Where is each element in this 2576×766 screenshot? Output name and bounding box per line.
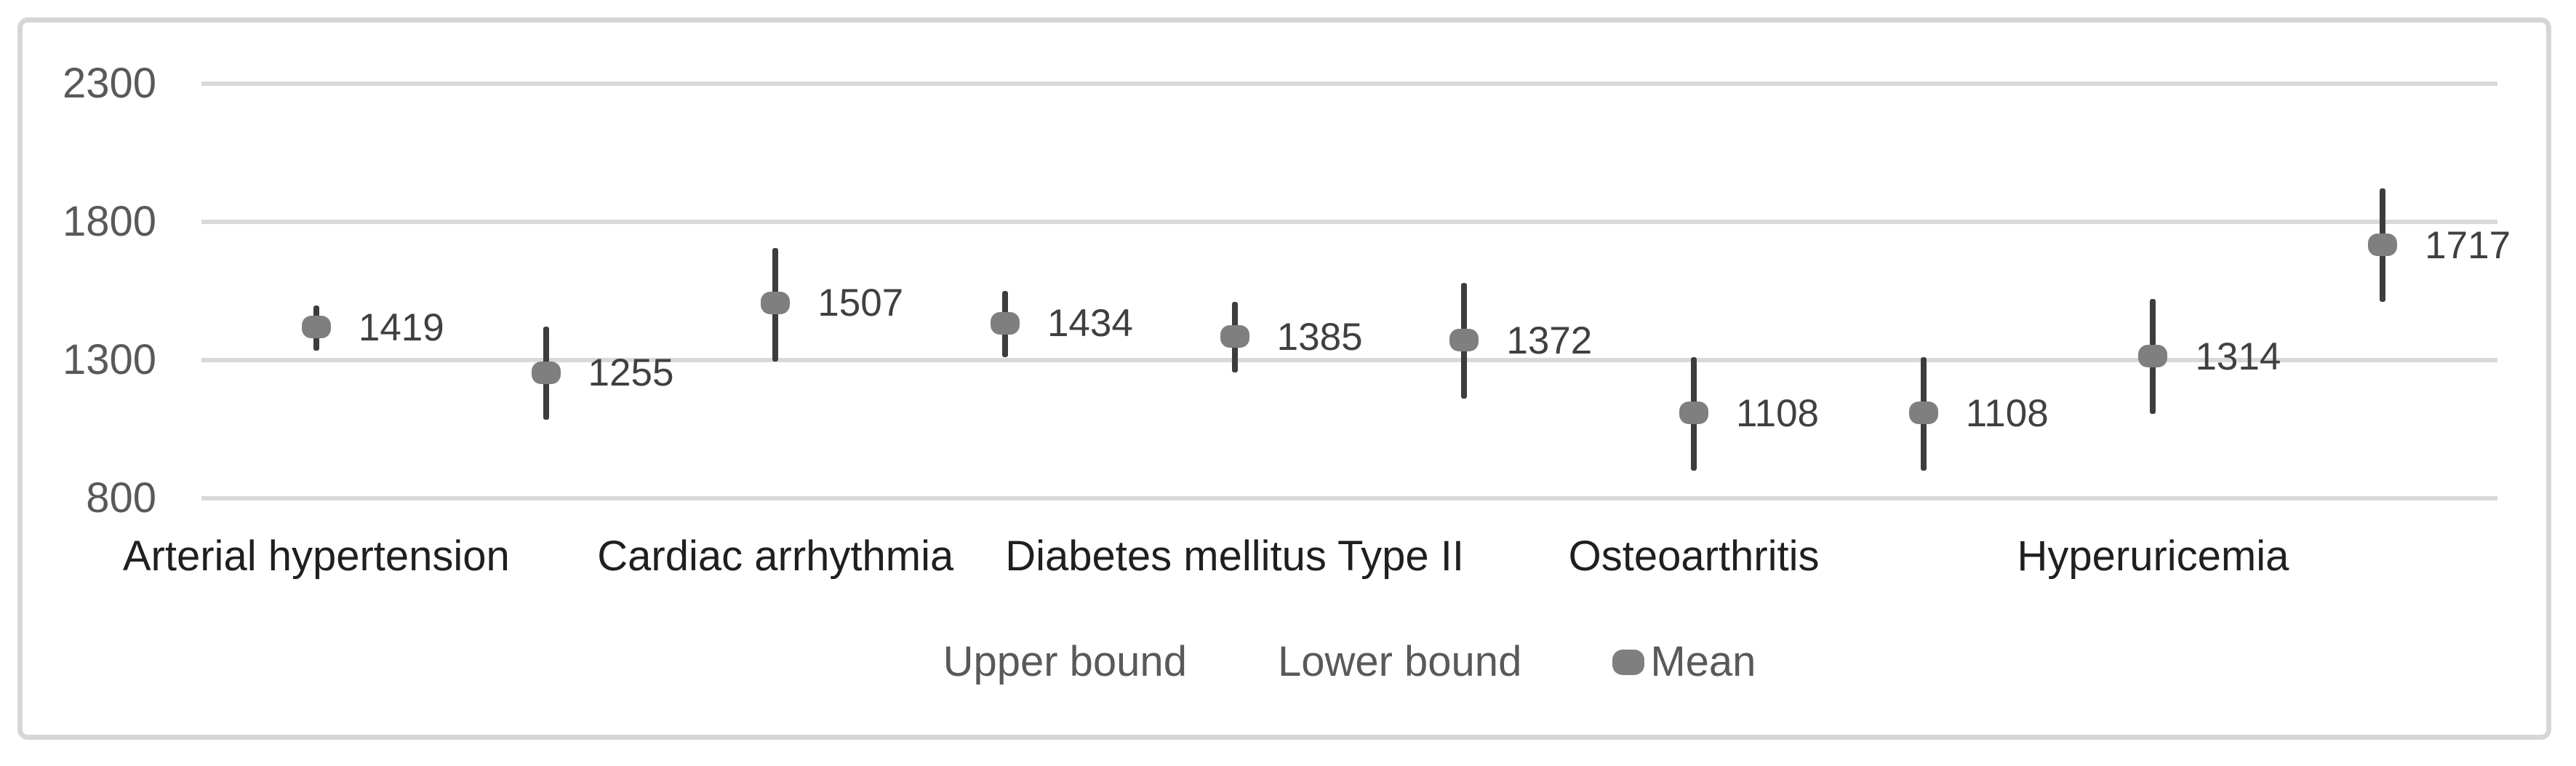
y-tick-label: 800 — [86, 474, 156, 522]
mean-dot — [990, 311, 1020, 335]
mean-dot — [531, 361, 561, 384]
category-label: Arterial hypertension — [122, 532, 510, 580]
legend-item-lower-bound: Lower bound — [1278, 639, 1521, 685]
data-label: 1385 — [1276, 315, 1363, 359]
mean-dot — [1679, 402, 1709, 425]
data-label: 1434 — [1047, 302, 1133, 346]
legend-item-label: Mean — [1650, 638, 1756, 685]
data-label: 1255 — [588, 351, 674, 395]
data-label: 1717 — [2425, 223, 2511, 267]
data-label: 1108 — [1965, 391, 2049, 435]
legend-mean-dot-icon — [1612, 649, 1645, 675]
y-tick-label: 2300 — [62, 60, 156, 107]
category-label: Diabetes mellitus Type II — [1005, 532, 1465, 580]
mean-dot — [761, 291, 791, 314]
y-tick-label: 1800 — [62, 198, 156, 245]
legend-item-upper-bound: Upper bound — [943, 639, 1187, 685]
legend-item-label: Upper bound — [943, 638, 1187, 685]
legend-item-label: Lower bound — [1277, 638, 1522, 685]
mean-dot — [301, 316, 331, 339]
mean-dot — [1449, 329, 1479, 352]
mean-dot — [2368, 234, 2398, 257]
data-label: 1372 — [1506, 319, 1593, 362]
y-gridline — [201, 81, 2497, 86]
category-label: Hyperuricemia — [2017, 532, 2289, 580]
mean-dot — [1220, 325, 1249, 348]
y-tick-label: 1300 — [62, 336, 156, 383]
y-gridline — [201, 496, 2497, 500]
legend-item-mean: Mean — [1612, 639, 1756, 685]
data-label: 1507 — [817, 282, 904, 325]
data-label: 1108 — [1736, 391, 1820, 435]
mean-dot — [1908, 402, 1938, 425]
data-label: 1314 — [2195, 335, 2281, 378]
mean-dot — [2138, 345, 2168, 368]
category-label: Cardiac arrhythmia — [597, 532, 954, 580]
y-gridline — [201, 220, 2497, 224]
chart-frame — [17, 17, 2551, 740]
data-label: 1419 — [358, 306, 444, 349]
category-label: Osteoarthritis — [1568, 532, 1820, 580]
chart-legend: Upper bound Lower bound Mean — [201, 637, 2497, 687]
y-gridline — [201, 358, 2497, 362]
